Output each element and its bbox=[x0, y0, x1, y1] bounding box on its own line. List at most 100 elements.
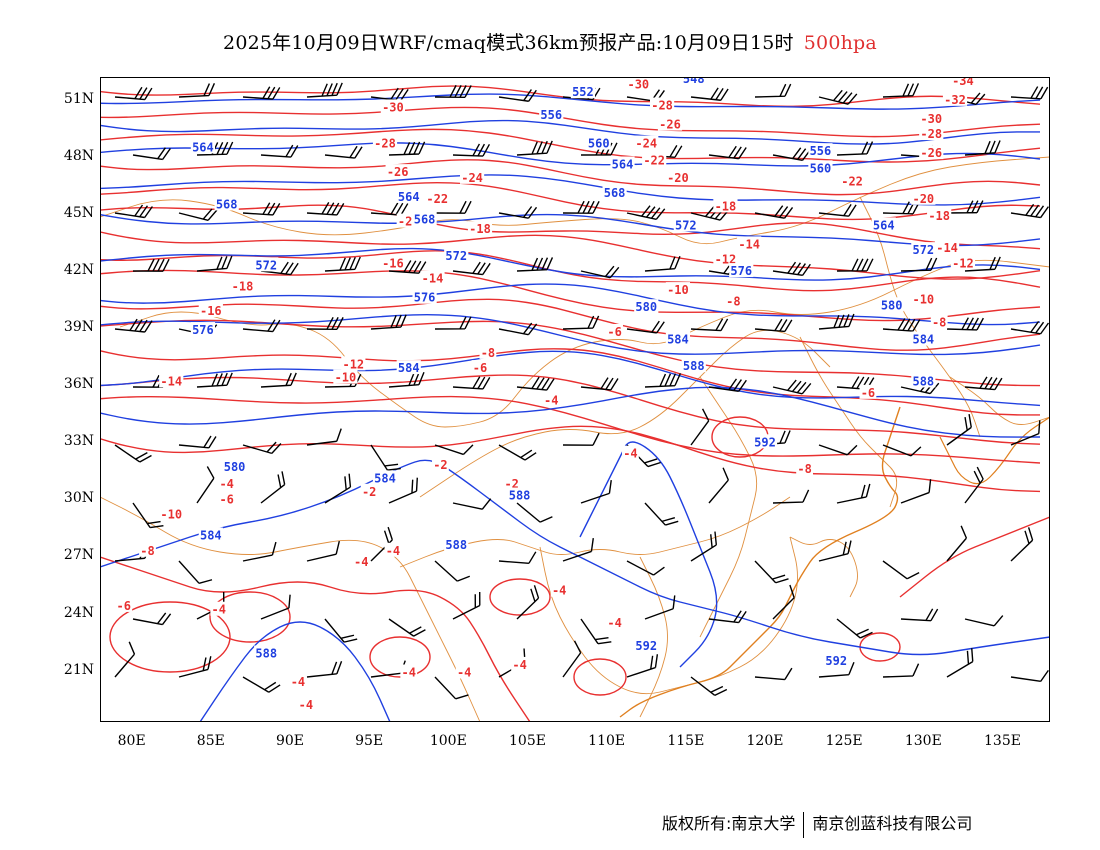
label-knockout bbox=[610, 156, 635, 171]
label-knockout bbox=[634, 637, 659, 652]
height-label: 556 bbox=[810, 144, 832, 158]
temperature-contour-loop bbox=[859, 632, 901, 662]
height-contour bbox=[100, 283, 1041, 326]
wind-barb bbox=[1010, 320, 1050, 335]
temperature-label: -2 bbox=[362, 485, 376, 499]
wind-barb bbox=[946, 200, 984, 214]
wind-barb bbox=[836, 376, 875, 390]
border-line bbox=[639, 556, 668, 718]
wind-barb bbox=[626, 654, 659, 678]
wind-barb bbox=[370, 87, 409, 102]
wind-barb bbox=[900, 608, 939, 622]
temperature-label: -24 bbox=[461, 171, 483, 185]
wind-barb bbox=[324, 473, 352, 504]
wind-barb bbox=[964, 615, 1004, 627]
temperature-label: -4 bbox=[402, 666, 416, 680]
wind-barb bbox=[964, 140, 1001, 156]
label-knockout bbox=[372, 470, 398, 485]
wind-barb bbox=[836, 141, 874, 156]
label-knockout bbox=[808, 160, 833, 175]
wind-barb bbox=[1010, 203, 1049, 219]
lat-label: 21N bbox=[63, 661, 94, 678]
wind-barb bbox=[434, 560, 471, 582]
temperature-contours bbox=[100, 85, 1050, 722]
label-knockout bbox=[950, 77, 976, 87]
temperature-label: -10 bbox=[160, 508, 182, 522]
label-knockout bbox=[333, 369, 358, 384]
height-contour bbox=[100, 313, 1041, 356]
temperature-label: -12 bbox=[952, 256, 974, 270]
label-knockout bbox=[385, 164, 410, 179]
temperature-contour bbox=[100, 395, 1041, 464]
wind-barb bbox=[882, 444, 922, 457]
wind-barb bbox=[580, 479, 612, 504]
wind-barb bbox=[114, 318, 153, 333]
height-label: 584 bbox=[398, 361, 420, 375]
wind-barb bbox=[388, 477, 418, 504]
label-knockout bbox=[729, 263, 754, 278]
wind-barb bbox=[818, 444, 858, 456]
wind-barb bbox=[1010, 669, 1049, 683]
temperature-contour bbox=[100, 85, 1041, 108]
height-label: 564 bbox=[612, 158, 634, 172]
lon-label: 110E bbox=[588, 733, 626, 749]
label-knockout bbox=[412, 289, 437, 304]
border-line bbox=[799, 336, 898, 508]
temperature-label: -6 bbox=[473, 361, 487, 375]
wind-barb bbox=[434, 316, 472, 330]
wind-barb bbox=[498, 89, 537, 102]
temperature-label: -16 bbox=[382, 256, 404, 270]
temperature-label: -12 bbox=[342, 357, 364, 371]
label-knockout bbox=[198, 527, 223, 542]
height-contour bbox=[100, 174, 1041, 206]
label-knockout bbox=[396, 188, 421, 203]
wind-barb bbox=[644, 255, 681, 272]
wind-barb bbox=[754, 205, 794, 219]
wind-barb bbox=[516, 140, 553, 156]
temperature-label: -22 bbox=[426, 192, 448, 206]
temperature-contour bbox=[100, 374, 1041, 445]
temperature-label: -18 bbox=[715, 199, 737, 213]
wind-barb bbox=[196, 466, 215, 504]
temperature-label: -8 bbox=[932, 315, 946, 329]
height-label: 568 bbox=[414, 213, 436, 227]
label-knockout bbox=[919, 145, 944, 160]
label-knockout bbox=[539, 107, 564, 122]
wind-barb bbox=[964, 376, 1003, 391]
label-knockout bbox=[190, 139, 216, 154]
wind-barb bbox=[562, 315, 600, 330]
wind-barb bbox=[754, 560, 789, 584]
temperature-contour bbox=[100, 425, 1041, 493]
label-knockout bbox=[859, 384, 877, 399]
border-line bbox=[949, 376, 1050, 425]
label-knockout bbox=[420, 270, 445, 285]
wind-barb bbox=[946, 317, 984, 331]
height-label: 560 bbox=[810, 161, 832, 175]
temperature-contour bbox=[100, 231, 1041, 280]
label-knockout bbox=[341, 356, 366, 371]
wind-barb bbox=[388, 260, 427, 274]
height-label: 556 bbox=[540, 108, 562, 122]
lon-label: 125E bbox=[825, 733, 863, 749]
label-knockout bbox=[737, 236, 762, 251]
wind-barb bbox=[708, 378, 747, 392]
lon-label: 130E bbox=[904, 733, 942, 749]
wind-barb bbox=[434, 676, 469, 700]
label-knockout bbox=[380, 255, 406, 270]
wind-barb bbox=[836, 258, 874, 272]
wind-barb bbox=[388, 372, 425, 388]
wind-barb bbox=[242, 319, 281, 333]
temperature-label: -4 bbox=[552, 584, 566, 598]
height-contour bbox=[100, 142, 1041, 167]
height-label: 564 bbox=[398, 190, 420, 204]
label-knockout bbox=[642, 152, 667, 167]
wind-barb bbox=[388, 618, 426, 637]
label-knockout bbox=[824, 653, 849, 668]
temperature-label: -22 bbox=[841, 175, 863, 189]
label-knockout bbox=[503, 476, 521, 491]
temperature-label: -14 bbox=[160, 374, 182, 388]
wind-barb bbox=[1010, 86, 1049, 100]
label-knockout bbox=[289, 674, 307, 689]
temperature-contour-loop bbox=[109, 601, 231, 673]
temperature-label: -30 bbox=[627, 78, 649, 92]
